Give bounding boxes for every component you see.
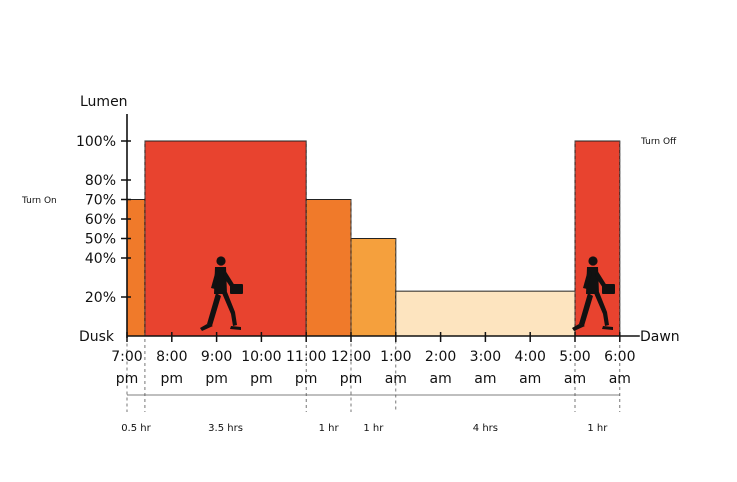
x-tick-time-7: 2:00 [425,349,456,365]
segment-bar-5 [395,290,576,337]
x-tick-time-1: 8:00 [156,349,187,365]
duration-label-6: 1 hr [587,423,608,434]
bars-layer [126,140,621,337]
x-tick-time-8: 3:00 [470,349,501,365]
x-tick-period-0: pm [116,371,139,387]
segment-bar-3 [305,199,352,337]
x-tick-period-9: am [519,371,541,387]
axes [121,114,640,342]
duration-label-1: 0.5 hr [121,423,151,434]
y-tick-label-1: 40% [85,251,116,267]
x-tick-time-11: 6:00 [604,349,635,365]
x-tick-period-6: am [385,371,407,387]
segment-bar-1 [126,199,146,337]
x-tick-period-5: pm [340,371,363,387]
y-tick-label-0: 20% [85,290,116,306]
x-tick-period-7: am [429,371,451,387]
x-tick-time-0: 7:00 [111,349,142,365]
turn-off-annotation: Turn Off [640,137,677,147]
y-tick-label-4: 70% [85,193,116,209]
segment-bar-4 [350,238,397,337]
dawn-label: Dawn [640,329,680,345]
walker-figures [200,256,615,331]
x-tick-period-3: pm [250,371,273,387]
x-tick-time-4: 11:00 [286,349,326,365]
duration-label-4: 1 hr [363,423,384,434]
walking-person-icon-2 [572,256,615,331]
duration-label-3: 1 hr [319,423,340,434]
x-tick-time-3: 10:00 [241,349,281,365]
y-tick-label-6: 100% [76,134,116,150]
y-tick-label-3: 60% [85,212,116,228]
x-tick-time-10: 5:00 [559,349,590,365]
labels-layer: 0.5 hr 3.5 hrs 1 hr 1 hr 4 hrs 1 hr 20% 40% 50% 6… [21,94,680,434]
duration-label-2: 3.5 hrs [208,423,243,434]
x-tick-time-9: 4:00 [514,349,545,365]
turn-on-annotation: Turn On [21,196,57,206]
duration-label-5: 4 hrs [473,423,498,434]
dusk-label: Dusk [79,329,115,345]
x-tick-period-11: am [609,371,631,387]
x-tick-time-6: 1:00 [380,349,411,365]
y-axis-title: Lumen [80,94,128,110]
walking-person-icon-1 [200,256,243,331]
dash-guides [126,141,621,412]
x-tick-period-2: pm [205,371,228,387]
y-tick-label-5: 80% [85,173,116,189]
x-tick-time-5: 12:00 [331,349,371,365]
segment-bar-2 [144,140,307,337]
x-tick-period-1: pm [161,371,184,387]
x-tick-time-2: 9:00 [201,349,232,365]
y-tick-label-2: 50% [85,232,116,248]
segment-bar-6 [574,140,621,337]
x-tick-period-4: pm [295,371,318,387]
x-tick-period-10: am [564,371,586,387]
x-tick-period-8: am [474,371,496,387]
